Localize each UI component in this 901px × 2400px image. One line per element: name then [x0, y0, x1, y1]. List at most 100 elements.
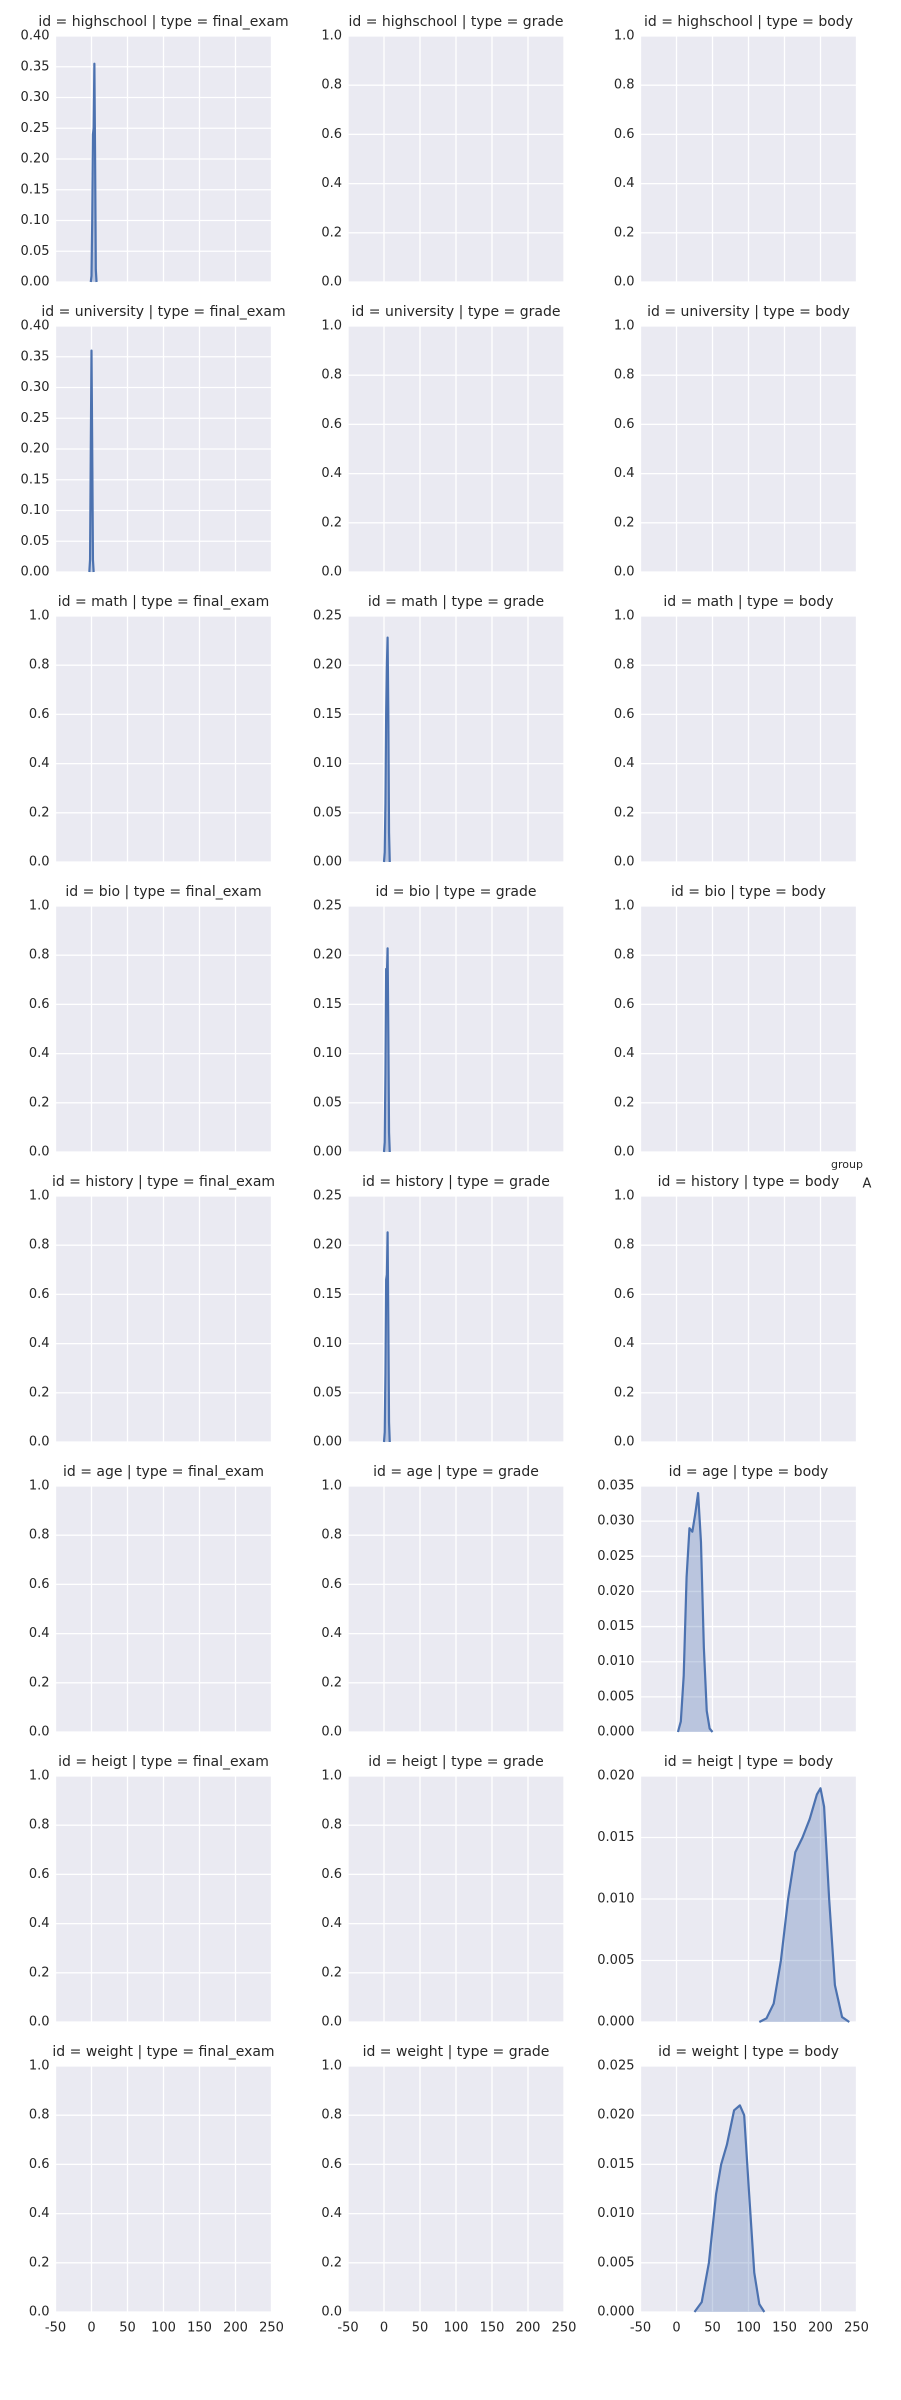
y-tick-label: 0.020: [597, 2108, 634, 2123]
y-tick-label: 0.0: [614, 1435, 635, 1450]
y-tick-label: 0.0: [321, 2015, 342, 2030]
panel-title: id = math | type = final_exam: [58, 594, 270, 610]
panel-title: id = heigt | type = grade: [368, 1754, 543, 1770]
y-tick-label: 0.010: [597, 2206, 634, 2221]
y-tick-label: 0.010: [597, 1892, 634, 1907]
y-tick-label: 0.8: [614, 368, 635, 383]
panel-title: id = university | type = body: [647, 304, 850, 320]
panel-title: id = bio | type = body: [671, 884, 826, 900]
y-tick-label: 0.30: [21, 380, 50, 395]
y-tick-label: 0.4: [29, 1626, 50, 1641]
y-tick-label: 0.2: [29, 1675, 50, 1690]
x-tick-label: 100: [151, 2321, 176, 2336]
y-tick-label: 0.2: [614, 515, 635, 530]
y-tick-label: 0.4: [29, 1916, 50, 1931]
y-tick-label: 0.4: [321, 176, 342, 191]
kde-line: [88, 349, 95, 573]
x-tick-label: 150: [480, 2321, 505, 2336]
panel-title: id = highschool | type = grade: [348, 14, 563, 30]
y-tick-label: 0.8: [29, 2108, 50, 2123]
y-tick-label: 0.0: [321, 1725, 342, 1740]
y-tick-label: 0.015: [597, 1830, 634, 1845]
y-tick-label: 0.8: [29, 1238, 50, 1253]
y-tick-label: 1.0: [29, 2059, 50, 2074]
y-tick-label: 0.4: [321, 1916, 342, 1931]
y-tick-label: 0.2: [321, 1965, 342, 1980]
kde-line: [382, 1231, 391, 1443]
y-tick-label: 0.05: [313, 805, 342, 820]
y-tick-label: 0.6: [321, 1577, 342, 1592]
y-tick-label: 0.8: [29, 1528, 50, 1543]
panel-title: id = bio | type = final_exam: [65, 884, 261, 900]
y-tick-label: 0.8: [614, 658, 635, 673]
y-tick-label: 0.0: [614, 855, 635, 870]
y-tick-label: 0.00: [21, 565, 50, 580]
y-tick-label: 0.8: [29, 1818, 50, 1833]
y-tick-label: 0.8: [614, 948, 635, 963]
y-tick-label: 0.15: [313, 1287, 342, 1302]
x-tick-label: 50: [412, 2321, 429, 2336]
y-tick-label: 0.40: [21, 29, 50, 44]
y-tick-label: 1.0: [29, 899, 50, 914]
panel-title: id = weight | type = grade: [363, 2044, 550, 2060]
y-tick-label: 0.2: [29, 1095, 50, 1110]
kde-line: [89, 62, 98, 283]
kde-fill: [694, 2105, 765, 2312]
y-tick-label: 0.25: [313, 1189, 342, 1204]
y-tick-label: 0.6: [321, 127, 342, 142]
panel-title: id = age | type = body: [669, 1464, 829, 1480]
kde-line: [758, 1787, 850, 2023]
kde-line: [693, 2104, 766, 2313]
panel-title: id = university | type = grade: [352, 304, 561, 320]
y-tick-label: 0.10: [21, 213, 50, 228]
y-tick-label: 0.15: [313, 707, 342, 722]
y-tick-label: 0.2: [321, 225, 342, 240]
y-tick-label: 0.00: [313, 1435, 342, 1450]
y-tick-label: 0.8: [321, 1818, 342, 1833]
y-tick-label: 0.8: [614, 78, 635, 93]
y-tick-label: 0.005: [597, 1953, 634, 1968]
y-tick-label: 0.10: [313, 1336, 342, 1351]
y-tick-label: 0.10: [313, 756, 342, 771]
y-tick-label: 0.10: [21, 503, 50, 518]
panel-title: id = age | type = grade: [373, 1464, 539, 1480]
kde-fill: [759, 1788, 850, 2022]
y-tick-label: 1.0: [29, 1189, 50, 1204]
y-tick-label: 0.8: [614, 1238, 635, 1253]
y-tick-label: 0.8: [321, 1528, 342, 1543]
y-tick-label: 0.0: [29, 2015, 50, 2030]
kde-line: [382, 636, 391, 863]
y-tick-label: 0.00: [313, 855, 342, 870]
y-tick-label: 0.000: [597, 1725, 634, 1740]
x-tick-label: -50: [337, 2321, 358, 2336]
y-tick-label: 0.20: [21, 152, 50, 167]
panel-title: id = heigt | type = final_exam: [58, 1754, 269, 1770]
y-tick-label: 0.8: [321, 78, 342, 93]
y-tick-label: 0.25: [313, 899, 342, 914]
y-tick-label: 0.2: [321, 515, 342, 530]
y-tick-label: 0.20: [313, 658, 342, 673]
panel-title: id = history | type = body: [658, 1174, 840, 1190]
y-tick-label: 0.4: [614, 1336, 635, 1351]
y-tick-label: 0.2: [614, 225, 635, 240]
y-tick-label: 0.4: [29, 2206, 50, 2221]
y-tick-label: 0.4: [614, 756, 635, 771]
y-tick-label: 0.015: [597, 2157, 634, 2172]
y-tick-label: 0.20: [313, 948, 342, 963]
x-tick-label: 100: [736, 2321, 761, 2336]
y-tick-label: 0.2: [321, 2255, 342, 2270]
x-tick-label: 250: [844, 2321, 869, 2336]
x-tick-label: 0: [87, 2321, 95, 2336]
legend-label: A: [863, 1177, 872, 1192]
y-tick-label: 0.15: [313, 997, 342, 1012]
kde-line: [382, 947, 391, 1153]
y-tick-label: 0.6: [29, 1577, 50, 1592]
y-tick-label: 0.0: [29, 855, 50, 870]
y-tick-label: 1.0: [614, 899, 635, 914]
y-tick-label: 0.00: [21, 275, 50, 290]
x-tick-label: 200: [223, 2321, 248, 2336]
y-tick-label: 0.4: [29, 756, 50, 771]
panel-title: id = university | type = final_exam: [41, 304, 285, 320]
panel-title: id = bio | type = grade: [376, 884, 537, 900]
